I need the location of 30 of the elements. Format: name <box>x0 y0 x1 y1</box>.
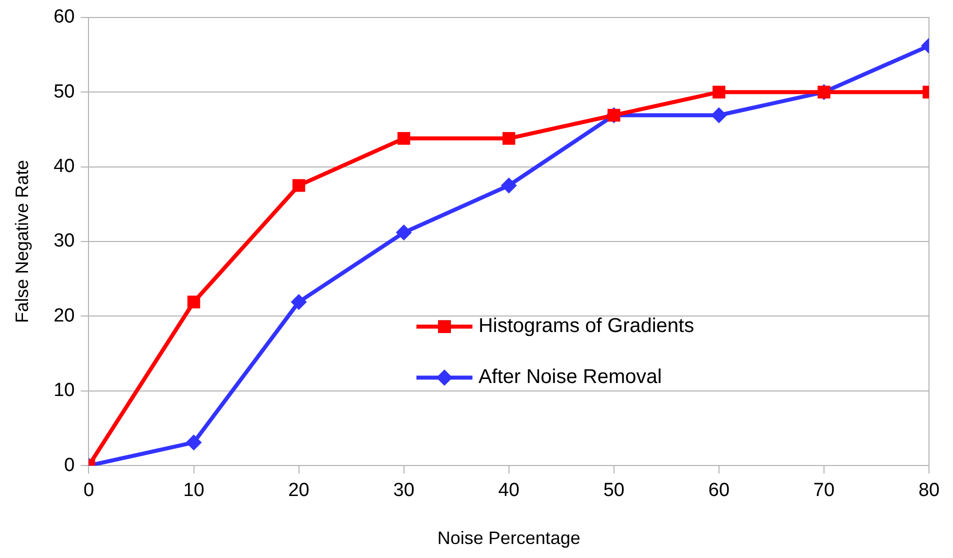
y-tick-label: 30 <box>54 230 75 252</box>
y-tick-label: 0 <box>64 454 75 476</box>
x-tick-label: 40 <box>498 480 520 502</box>
x-tick-label: 50 <box>603 480 624 502</box>
x-tick-label: 0 <box>83 480 94 502</box>
y-tick-label: 60 <box>54 6 75 28</box>
x-tick-label: 80 <box>918 480 940 502</box>
point <box>710 107 727 124</box>
point <box>186 434 202 450</box>
x-tick-label: 10 <box>183 480 204 502</box>
legend-label: After Noise Removal <box>478 366 662 388</box>
point <box>397 132 410 145</box>
x-tick-label: 30 <box>393 480 414 502</box>
point <box>502 132 516 145</box>
y-tick-label: 50 <box>54 81 75 102</box>
point <box>290 294 307 310</box>
point <box>500 177 517 194</box>
x-tick-label: 60 <box>708 480 730 502</box>
point <box>187 296 200 308</box>
point <box>712 86 726 98</box>
x-axis-title: Noise Percentage <box>437 528 580 548</box>
x-tick-label: 70 <box>813 480 835 502</box>
y-tick-label: 10 <box>54 380 75 402</box>
y-axis-title: False Negative Rate <box>12 160 32 324</box>
point <box>292 179 306 192</box>
point <box>396 224 412 241</box>
legend-label: Histograms of Gradients <box>478 315 694 338</box>
x-tick-label: 20 <box>288 480 310 502</box>
y-tick-label: 20 <box>54 305 75 326</box>
y-tick-label: 40 <box>54 156 75 178</box>
